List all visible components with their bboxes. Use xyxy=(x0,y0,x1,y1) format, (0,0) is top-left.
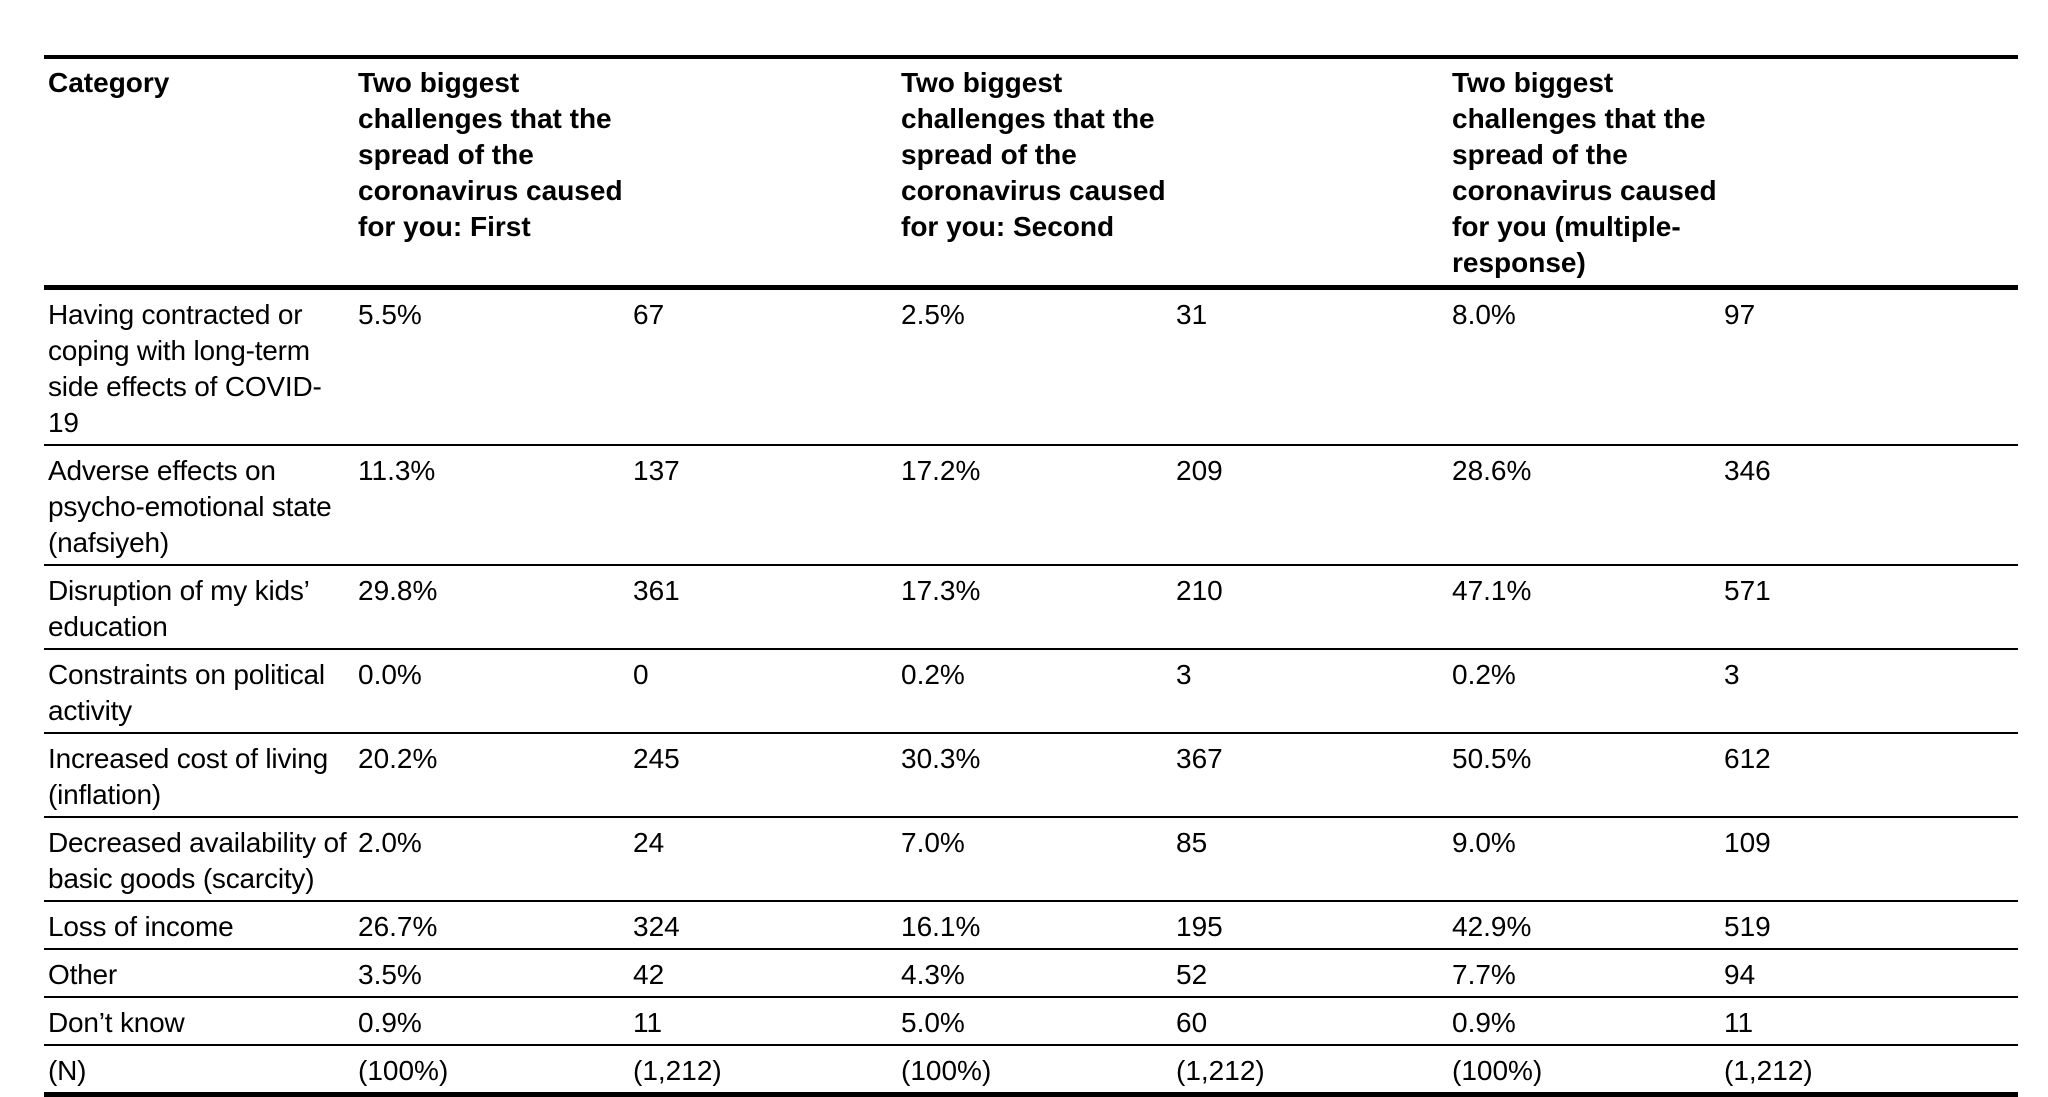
first-count: 67 xyxy=(633,299,665,330)
table-row: Don’t know 0.9% 11 5.0% 60 0.9% 11 xyxy=(44,997,2018,1045)
second-count: 85 xyxy=(1176,827,1208,858)
second-count: (1,212) xyxy=(1176,1055,1265,1086)
multiple-count: 519 xyxy=(1724,911,1771,942)
table-row: Loss of income 26.7% 324 16.1% 195 42.9%… xyxy=(44,901,2018,949)
first-count: (1,212) xyxy=(633,1055,722,1086)
header-row: Category Two biggest challenges that the… xyxy=(44,57,2018,288)
row-category: Decreased availability of basic goods (s… xyxy=(48,827,347,894)
multiple-count: 346 xyxy=(1724,455,1771,486)
first-count: 245 xyxy=(633,743,680,774)
second-percent: 7.0% xyxy=(901,827,965,858)
second-percent: 17.3% xyxy=(901,575,981,606)
row-category: Disruption of my kids’ education xyxy=(48,575,309,642)
table-row: Having contracted or coping with long-te… xyxy=(44,288,2018,445)
results-table-container: Category Two biggest challenges that the… xyxy=(44,55,2018,1097)
multiple-percent: 9.0% xyxy=(1452,827,1516,858)
first-percent: 0.0% xyxy=(358,659,422,690)
multiple-percent: 28.6% xyxy=(1452,455,1532,486)
row-category: Constraints on political activity xyxy=(48,659,325,726)
header-first-label: Two biggest challenges that the spread o… xyxy=(358,67,623,242)
row-category: Having contracted or coping with long-te… xyxy=(48,299,322,438)
multiple-percent: 0.2% xyxy=(1452,659,1516,690)
header-second-label: Two biggest challenges that the spread o… xyxy=(901,67,1166,242)
second-count: 195 xyxy=(1176,911,1223,942)
second-count: 367 xyxy=(1176,743,1223,774)
row-category: Other xyxy=(48,959,118,990)
second-percent: 4.3% xyxy=(901,959,965,990)
first-percent: 11.3% xyxy=(358,455,436,486)
second-count: 209 xyxy=(1176,455,1223,486)
total-row: (N) (100%) (1,212) (100%) (1,212) (100%)… xyxy=(44,1045,2018,1095)
first-count: 324 xyxy=(633,911,680,942)
header-multiple: Two biggest challenges that the spread o… xyxy=(1448,57,2018,288)
first-percent: (100%) xyxy=(358,1055,449,1086)
second-percent: (100%) xyxy=(901,1055,992,1086)
multiple-count: 3 xyxy=(1724,659,1740,690)
header-first: Two biggest challenges that the spread o… xyxy=(354,57,897,288)
row-category: (N) xyxy=(48,1055,87,1086)
second-percent: 17.2% xyxy=(901,455,981,486)
multiple-count: 571 xyxy=(1724,575,1771,606)
first-percent: 0.9% xyxy=(358,1007,422,1038)
first-percent: 26.7% xyxy=(358,911,438,942)
multiple-percent: 42.9% xyxy=(1452,911,1532,942)
first-count: 42 xyxy=(633,959,665,990)
second-percent: 2.5% xyxy=(901,299,965,330)
table-row: Disruption of my kids’ education 29.8% 3… xyxy=(44,565,2018,649)
second-percent: 5.0% xyxy=(901,1007,965,1038)
second-percent: 0.2% xyxy=(901,659,965,690)
row-category: Increased cost of living (inflation) xyxy=(48,743,329,810)
first-count: 0 xyxy=(633,659,649,690)
table-header: Category Two biggest challenges that the… xyxy=(44,57,2018,288)
second-count: 52 xyxy=(1176,959,1208,990)
second-percent: 16.1% xyxy=(901,911,981,942)
header-category-label: Category xyxy=(48,67,170,98)
table-row: Other 3.5% 42 4.3% 52 7.7% 94 xyxy=(44,949,2018,997)
second-count: 31 xyxy=(1176,299,1208,330)
table-row: Adverse effects on psycho-emotional stat… xyxy=(44,445,2018,565)
second-count: 210 xyxy=(1176,575,1223,606)
row-category: Adverse effects on psycho-emotional stat… xyxy=(48,455,332,558)
first-percent: 29.8% xyxy=(358,575,438,606)
header-multiple-label: Two biggest challenges that the spread o… xyxy=(1452,67,1717,278)
multiple-count: 97 xyxy=(1724,299,1756,330)
header-second: Two biggest challenges that the spread o… xyxy=(897,57,1448,288)
multiple-percent: 0.9% xyxy=(1452,1007,1516,1038)
first-percent: 20.2% xyxy=(358,743,438,774)
first-count: 24 xyxy=(633,827,665,858)
first-percent: 2.0% xyxy=(358,827,422,858)
table-row: Increased cost of living (inflation) 20.… xyxy=(44,733,2018,817)
table-row: Decreased availability of basic goods (s… xyxy=(44,817,2018,901)
multiple-percent: 47.1% xyxy=(1452,575,1532,606)
second-count: 60 xyxy=(1176,1007,1208,1038)
table-row: Constraints on political activity 0.0% 0… xyxy=(44,649,2018,733)
row-category: Don’t know xyxy=(48,1007,185,1038)
first-count: 11 xyxy=(633,1007,663,1038)
results-table: Category Two biggest challenges that the… xyxy=(44,55,2018,1097)
multiple-percent: 7.7% xyxy=(1452,959,1516,990)
multiple-percent: 8.0% xyxy=(1452,299,1516,330)
multiple-count: 94 xyxy=(1724,959,1756,990)
first-percent: 3.5% xyxy=(358,959,422,990)
second-percent: 30.3% xyxy=(901,743,981,774)
multiple-count: (1,212) xyxy=(1724,1055,1813,1086)
first-count: 137 xyxy=(633,455,680,486)
first-count: 361 xyxy=(633,575,680,606)
header-category: Category xyxy=(44,57,354,288)
multiple-count: 109 xyxy=(1724,827,1771,858)
multiple-percent: (100%) xyxy=(1452,1055,1543,1086)
multiple-percent: 50.5% xyxy=(1452,743,1532,774)
second-count: 3 xyxy=(1176,659,1192,690)
first-percent: 5.5% xyxy=(358,299,422,330)
multiple-count: 11 xyxy=(1724,1007,1754,1038)
multiple-count: 612 xyxy=(1724,743,1771,774)
table-body: Having contracted or coping with long-te… xyxy=(44,288,2018,1095)
row-category: Loss of income xyxy=(48,911,234,942)
